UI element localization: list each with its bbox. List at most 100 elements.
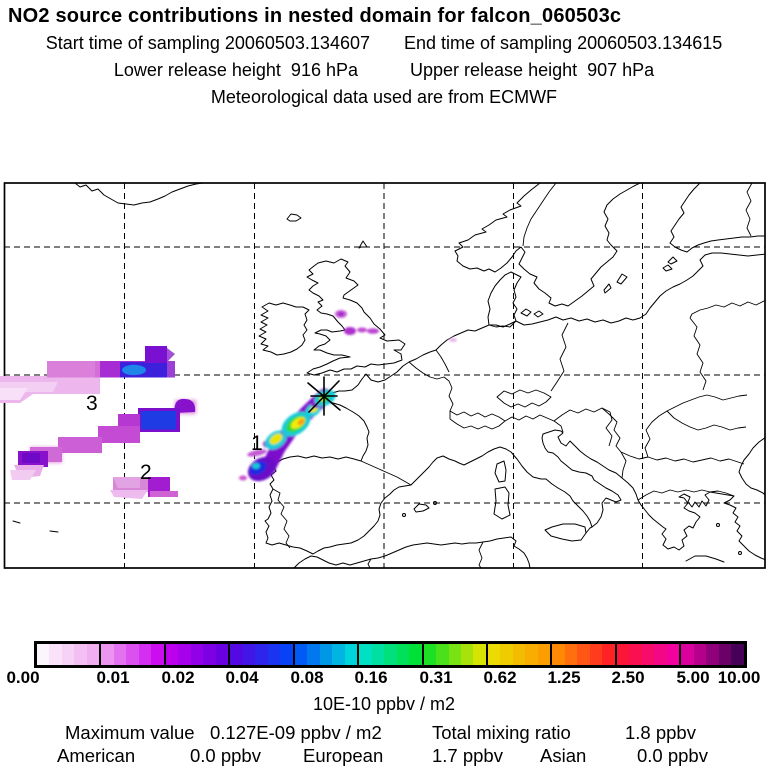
- contribution-european-value: 1.7 ppbv: [432, 745, 503, 766]
- plume-band-bottom: [110, 477, 178, 499]
- colorbar-unit: 10E-10 ppbv / m2: [312, 694, 456, 714]
- colorbar-cell: [37, 644, 50, 665]
- colorbar-tick-label: 10.00: [717, 668, 761, 687]
- colorbar-segment-divider: [485, 644, 488, 665]
- colorbar-cell: [666, 644, 680, 665]
- colorbar: [34, 641, 747, 668]
- colorbar-cell: [552, 644, 565, 665]
- graticule-grid: [4, 183, 765, 568]
- colorbar-cell: [165, 644, 179, 665]
- colorbar-cell: [681, 644, 694, 665]
- colorbar-cell: [178, 644, 191, 665]
- colorbar-cell: [267, 644, 281, 665]
- release-heights-line: Lower release height 916 hPa Upper relea…: [0, 60, 768, 81]
- colorbar-cell: [589, 644, 603, 665]
- plume-spots-england: [335, 310, 457, 342]
- contribution-european-label: European: [303, 745, 384, 766]
- plume-number-labels: 3 2 1: [86, 392, 263, 484]
- max-value-label: Maximum value: [65, 722, 195, 743]
- colorbar-cell: [460, 644, 474, 665]
- contribution-american-label: American: [57, 745, 136, 766]
- contribution-asian-label: Asian: [540, 745, 587, 766]
- colorbar-segment-divider: [292, 644, 295, 665]
- contribution-american-value: 0.0 ppbv: [190, 745, 261, 766]
- colorbar-cell: [718, 644, 732, 665]
- colorbar-segment-divider: [228, 644, 231, 665]
- colorbar-cell: [629, 644, 642, 665]
- colorbar-cell: [396, 644, 410, 665]
- plume-band-top: [0, 346, 175, 403]
- max-value-number: 0.127E-09 ppbv / m2: [210, 722, 382, 743]
- colorbar-cell: [344, 644, 358, 665]
- colorbar-tick-label: 0.62: [483, 668, 517, 687]
- upper-release-text: Upper release height 907 hPa: [410, 60, 655, 80]
- colorbar-cell: [74, 644, 87, 665]
- plume-label-2: 2: [140, 461, 152, 484]
- colorbar-cell: [706, 644, 719, 665]
- colorbar-cell: [215, 644, 229, 665]
- colorbar-segment-divider: [357, 644, 360, 665]
- plume-label-1: 1: [251, 432, 263, 455]
- colorbar-tick-label: 0.04: [225, 668, 259, 687]
- colorbar-tick-label: 0.16: [354, 668, 388, 687]
- colorbar-cell: [693, 644, 707, 665]
- colorbar-segment-divider: [679, 644, 682, 665]
- page-title: NO2 source contributions in nested domai…: [8, 5, 622, 27]
- colorbar-cell: [525, 644, 538, 665]
- plume-overlay: [0, 310, 457, 499]
- colorbar-cell: [113, 644, 127, 665]
- colorbar-cell: [190, 644, 204, 665]
- colorbar-cell: [203, 644, 216, 665]
- colorbar-cell: [319, 644, 333, 665]
- colorbar-cell: [61, 644, 75, 665]
- colorbar-cell: [49, 644, 62, 665]
- colorbar-tick-label: 2.50: [611, 668, 645, 687]
- total-mixing-ratio-label: Total mixing ratio: [432, 722, 571, 743]
- colorbar-cell: [294, 644, 308, 665]
- colorbar-tick-label: 0.02: [161, 668, 195, 687]
- colorbar-tick-label: 0.31: [419, 668, 453, 687]
- map-frame: [3, 182, 766, 569]
- colorbar-cell: [86, 644, 100, 665]
- colorbar-cell: [436, 644, 449, 665]
- colorbar-cell: [602, 644, 615, 665]
- colorbar-tick-label: 0.08: [290, 668, 324, 687]
- colorbar-cell: [512, 644, 526, 665]
- colorbar-cell: [564, 644, 578, 665]
- colorbar-cell: [126, 644, 139, 665]
- colorbar-segment-divider: [99, 644, 102, 665]
- colorbar-cell: [537, 644, 551, 665]
- colorbar-cell: [384, 644, 397, 665]
- colorbar-cell: [280, 644, 293, 665]
- colorbar-segment-divider: [614, 644, 617, 665]
- colorbar-tick-label: 0.01: [96, 668, 130, 687]
- end-time-text: End time of sampling 20060503.134615: [404, 33, 723, 53]
- colorbar-tick-label: 1.25: [547, 668, 581, 687]
- colorbar-cell: [654, 644, 667, 665]
- colorbar-cell: [473, 644, 486, 665]
- colorbar-cell: [577, 644, 590, 665]
- colorbar-cell: [332, 644, 345, 665]
- coastlines: [12, 183, 765, 568]
- colorbar-cell: [242, 644, 256, 665]
- colorbar-cell: [616, 644, 630, 665]
- country-borders: [272, 183, 765, 568]
- colorbar-cell: [138, 644, 152, 665]
- start-time-text: Start time of sampling 20060503.134607: [45, 33, 370, 53]
- lower-release-text: Lower release height 916 hPa: [113, 60, 358, 80]
- colorbar-cell: [487, 644, 501, 665]
- colorbar-cell: [448, 644, 461, 665]
- colorbar-cell: [731, 644, 744, 665]
- colorbar-cell: [409, 644, 422, 665]
- total-mixing-ratio-value: 1.8 ppbv: [625, 722, 696, 743]
- colorbar-tick-label: 5.00: [676, 668, 710, 687]
- met-data-text: Meteorological data used are from ECMWF: [210, 87, 558, 107]
- met-data-line: Meteorological data used are from ECMWF: [0, 87, 768, 108]
- contribution-asian-value: 0.0 ppbv: [637, 745, 708, 766]
- colorbar-cell: [101, 644, 114, 665]
- colorbar-cell: [423, 644, 437, 665]
- colorbar-cell: [307, 644, 320, 665]
- colorbar-cell: [151, 644, 164, 665]
- colorbar-cell: [371, 644, 385, 665]
